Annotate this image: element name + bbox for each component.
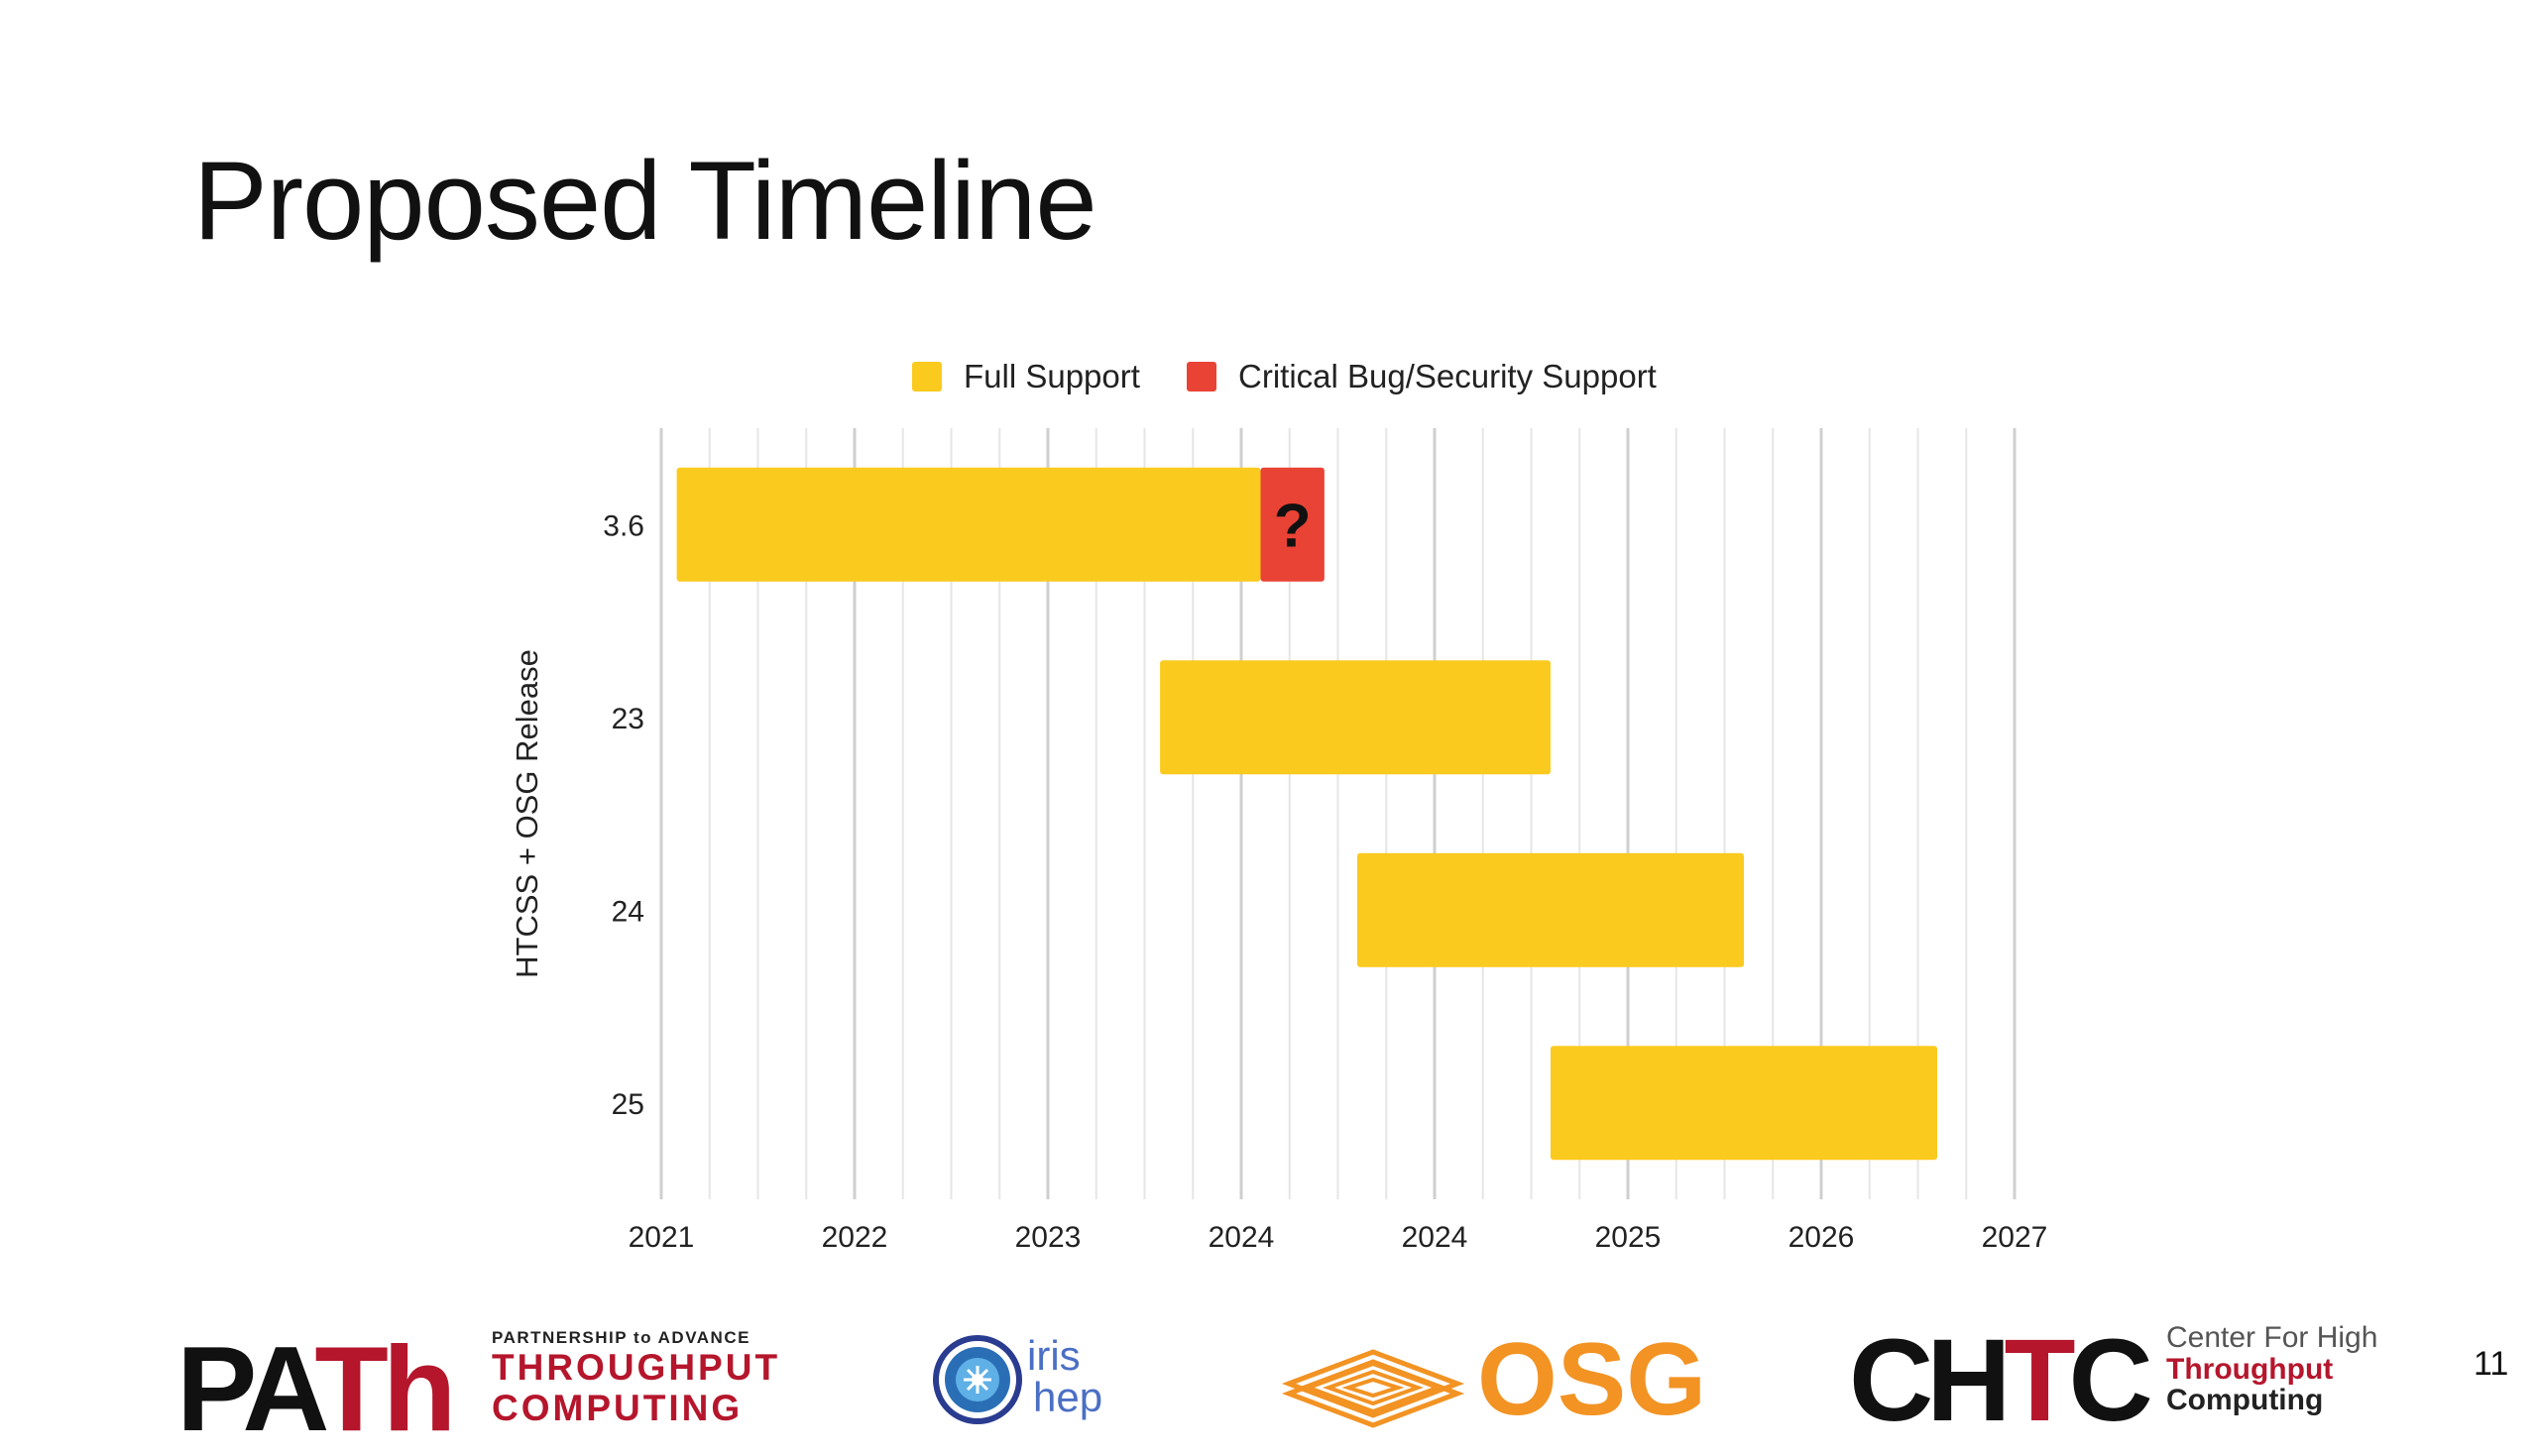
y-tick-label: 24 — [612, 895, 644, 928]
axis-labels: 2021 2022 2023 2024 2024 2025 2026 2027 3.6 23 24 2… — [510, 509, 2047, 1254]
x-tick-label: 2025 — [1595, 1221, 1662, 1254]
iris-hep-icon: iris hep — [933, 1332, 1102, 1424]
x-tick-label: 2024 — [1209, 1221, 1275, 1254]
path-logo-line1: PARTNERSHIP to ADVANCE — [492, 1328, 750, 1347]
legend-label-critical-support: Critical Bug/Security Support — [1238, 358, 1657, 394]
bar-full-support — [1357, 852, 1744, 967]
footer-logos: PATh PARTNERSHIP to ADVANCE THROUGHPUT C… — [0, 1288, 2538, 1449]
x-tick-label: 2021 — [629, 1221, 695, 1254]
legend-item-critical-support: Critical Bug/Security Support — [1187, 352, 1657, 401]
path-logo-mark: PATh — [176, 1321, 456, 1456]
bar-annotation: ? — [1274, 492, 1312, 560]
osg-layers-icon — [1281, 1349, 1465, 1428]
x-tick-label: 2022 — [822, 1221, 888, 1254]
chtc-logo-text: Center For High Throughput Computing — [2166, 1322, 2377, 1416]
y-axis-title: HTCSS + OSG Release — [510, 649, 544, 978]
path-logo-line3: COMPUTING — [492, 1387, 744, 1428]
y-tick-label: 23 — [612, 703, 644, 735]
chart-legend: Full Support Critical Bug/Security Suppo… — [0, 352, 2538, 401]
bar-critical-support — [1260, 467, 1325, 582]
path-logo-line2: THROUGHPUT — [492, 1347, 781, 1388]
timeline-chart: ? 2021 2022 2023 2024 2024 2025 2026 20273.6232… — [510, 428, 2047, 1254]
chtc-logo-mark: CHTC — [1849, 1315, 2153, 1446]
x-tick-label: 2027 — [1982, 1221, 2048, 1254]
chtc-logo: CHTC Center For High Throughput Computin… — [1849, 1322, 2404, 1439]
bar-full-support — [1160, 660, 1551, 775]
chtc-line2: Throughput — [2166, 1352, 2334, 1386]
osg-logo: OSG — [1279, 1328, 1715, 1437]
x-tick-label: 2023 — [1015, 1221, 1082, 1254]
chtc-line1: Center For High — [2166, 1321, 2378, 1354]
legend-item-full-support: Full Support — [912, 352, 1140, 401]
iris-hep-logo: iris hep — [930, 1324, 1128, 1433]
path-logo: PATh PARTNERSHIP to ADVANCE THROUGHPUT C… — [176, 1321, 777, 1456]
legend-swatch-critical-support — [1187, 362, 1216, 392]
x-tick-label: 2026 — [1788, 1221, 1855, 1254]
bars: ? — [676, 467, 1937, 1161]
legend-label-full-support: Full Support — [964, 358, 1140, 394]
path-logo-text: PARTNERSHIP to ADVANCE THROUGHPUT COMPUT… — [492, 1328, 780, 1428]
bar-full-support — [676, 467, 1261, 582]
y-tick-label: 25 — [612, 1088, 644, 1121]
x-tick-label: 2024 — [1402, 1221, 1468, 1254]
bar-full-support — [1551, 1046, 1937, 1161]
page-number: 11 — [2474, 1345, 2509, 1383]
y-tick-label: 3.6 — [603, 509, 644, 542]
hep-text: hep — [1033, 1374, 1102, 1420]
slide-title: Proposed Timeline — [193, 139, 1097, 263]
chtc-line3: Computing — [2166, 1384, 2324, 1416]
osg-text: OSG — [1477, 1322, 1707, 1437]
legend-swatch-full-support — [912, 362, 942, 392]
iris-text: iris — [1027, 1332, 1081, 1379]
